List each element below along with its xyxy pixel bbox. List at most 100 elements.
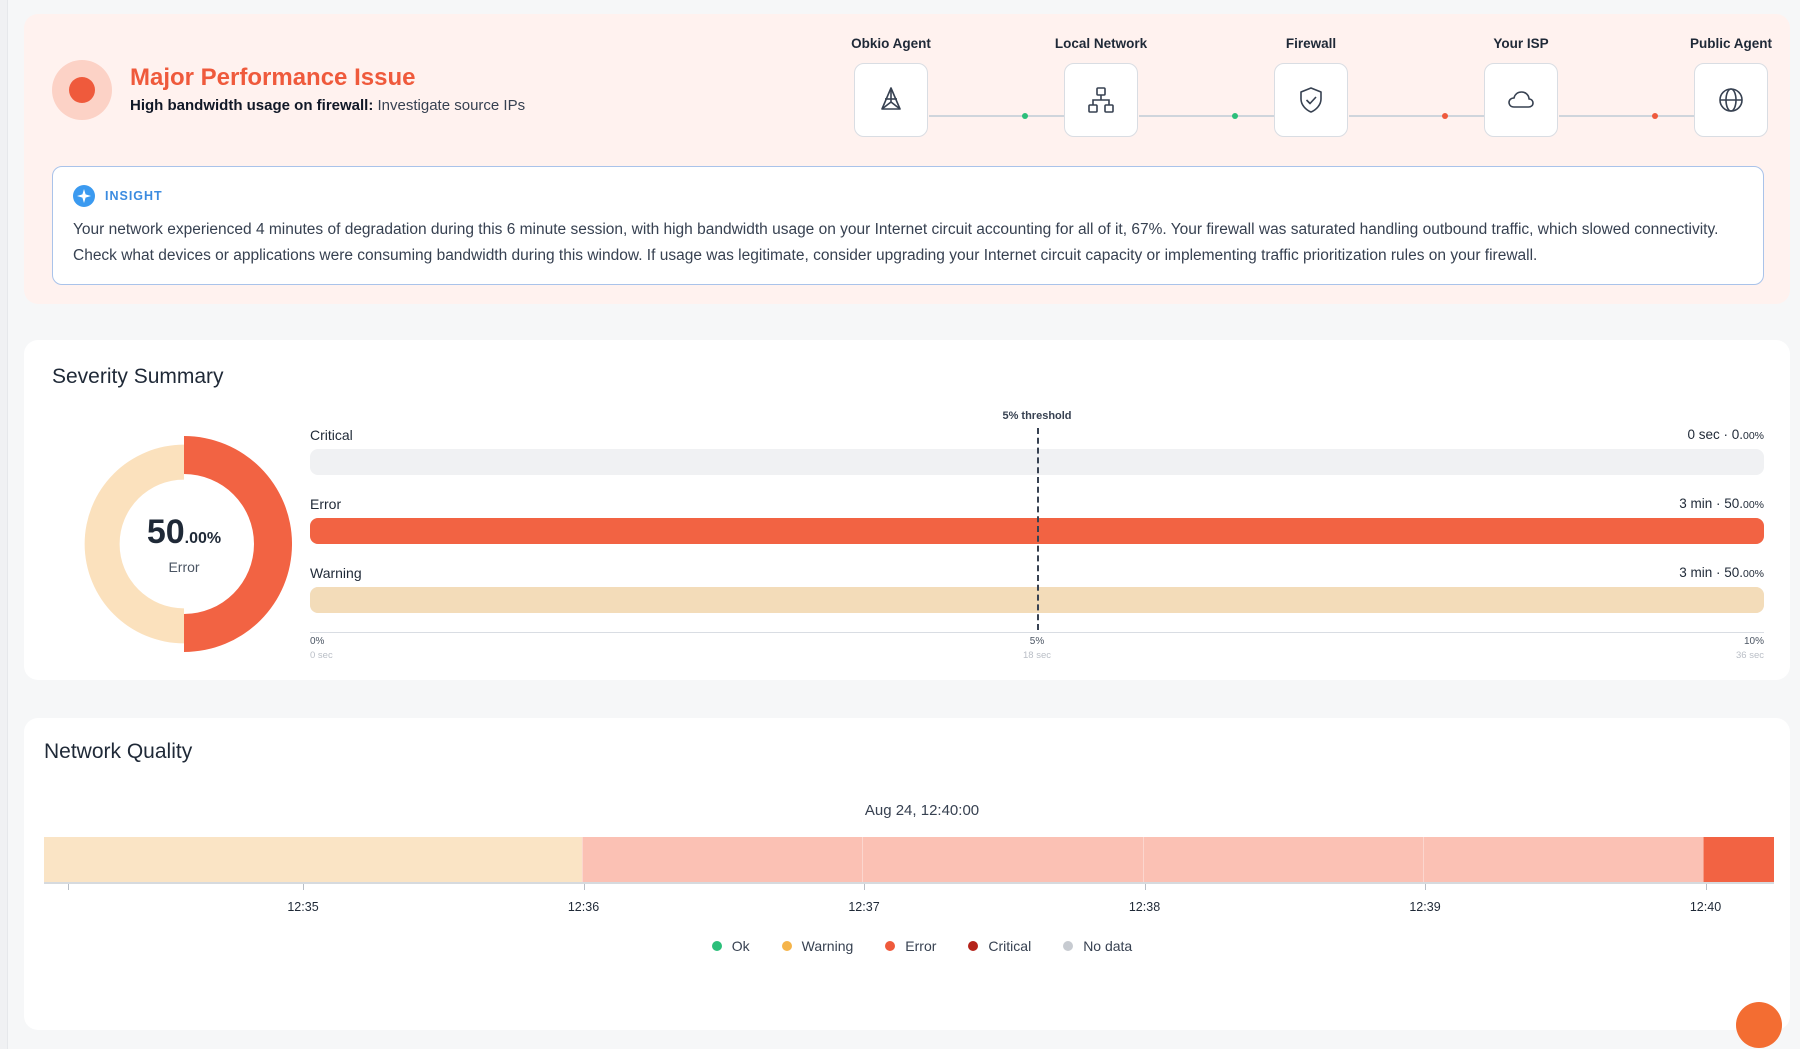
severity-row-value: 3 min · 50.00% [1679, 565, 1764, 580]
threshold-label: 5% threshold [1002, 410, 1072, 422]
severity-row-time: 3 min · 50. [1679, 565, 1743, 580]
network-path: Obkio Agent Local Network Firewall Your … [814, 34, 1774, 164]
issue-card: Major Performance Issue High bandwidth u… [24, 14, 1790, 304]
legend-label: Ok [731, 938, 750, 954]
timeline-tick [303, 884, 304, 890]
severity-axis-tick: 0% 0 sec [310, 636, 333, 661]
issue-subtitle: High bandwidth usage on firewall: Invest… [130, 97, 525, 114]
timeline-tick-label: 12:39 [1409, 900, 1441, 914]
legend-item-critical[interactable]: Critical [968, 938, 1031, 954]
severity-title: Severity Summary [52, 365, 224, 388]
legend-item-warning[interactable]: Warning [781, 938, 854, 954]
donut-value-main: 50 [146, 512, 185, 551]
severity-row-name: Warning [310, 565, 362, 581]
path-link-dot [1652, 113, 1658, 119]
severity-axis-line [310, 632, 1764, 633]
legend-label: Critical [988, 938, 1032, 954]
timeline-tick-label: 12:35 [287, 900, 319, 914]
node-label: Local Network [1054, 36, 1148, 51]
path-link-2 [1139, 115, 1279, 117]
legend-label: Warning [801, 938, 854, 954]
donut-center: 50.00% Error [76, 436, 292, 652]
issue-subtitle-label: High bandwidth usage on firewall: [130, 97, 374, 114]
timeline-tick-label: 12:40 [1689, 900, 1722, 914]
timeline-tick [583, 884, 585, 890]
sparkle-icon [73, 185, 95, 207]
tick-sublabel: 36 sec [1736, 650, 1764, 661]
path-node-obkio-agent[interactable]: Obkio Agent [816, 34, 966, 137]
path-link-4 [1559, 115, 1699, 117]
node-label: Your ISP [1493, 36, 1549, 51]
severity-row-pct: 00% [1742, 430, 1764, 442]
severity-row-name: Critical [310, 427, 353, 443]
timeline-segment-error-light[interactable] [582, 837, 863, 882]
legend-item-ok[interactable]: Ok [711, 938, 750, 954]
timeline-segment-error-light[interactable] [1422, 837, 1704, 882]
severity-axis-tick: 5% 18 sec [1023, 636, 1051, 661]
globe-icon[interactable] [1694, 63, 1768, 137]
donut-value-decimal: .00% [184, 529, 222, 547]
severity-row-time: 0 sec · 0. [1687, 427, 1743, 442]
timeline-tick [1144, 884, 1146, 890]
severity-row-pct: 00% [1742, 568, 1764, 580]
severity-axis-tick: 10% 36 sec [1736, 636, 1764, 661]
timeline-segment-error[interactable] [1703, 837, 1774, 882]
donut-label: Error [168, 558, 200, 575]
path-link-3 [1349, 115, 1489, 117]
path-link-dot [1442, 113, 1448, 119]
tick-label: 0% [310, 636, 325, 647]
path-node-local-network[interactable]: Local Network [1026, 34, 1176, 137]
network-icon[interactable] [1064, 63, 1138, 137]
quality-timeline[interactable] [44, 837, 1774, 884]
timeline-segment-error-light[interactable] [1142, 837, 1423, 882]
legend-label: No data [1083, 938, 1133, 954]
node-label: Public Agent [1689, 36, 1772, 51]
network-quality-title: Network Quality [44, 740, 193, 763]
path-node-firewall[interactable]: Firewall [1236, 34, 1386, 137]
legend-dot [1063, 941, 1074, 951]
investigate-link[interactable]: Investigate source IPs [377, 97, 526, 114]
network-quality-card: Network Quality Aug 24, 12:40:00 12:35 12… [24, 718, 1790, 1048]
severity-bars: 5% threshold Critical 0 sec · 0.00% Erro… [310, 410, 1764, 670]
node-label: Firewall [1285, 36, 1337, 51]
agent-icon[interactable] [854, 63, 928, 137]
shield-icon[interactable] [1274, 63, 1348, 137]
insight-header: INSIGHT [73, 185, 163, 207]
chat-launcher-button[interactable] [1736, 1002, 1782, 1048]
issue-title: Major Performance Issue [130, 64, 416, 91]
timeline-segment-warning[interactable] [44, 837, 583, 882]
path-link-dot [1232, 113, 1238, 119]
timeline-tick [1705, 884, 1707, 890]
timeline-axis: 12:35 12:36 12:37 12:38 12:39 12:40 [44, 884, 1774, 914]
quality-legend: Ok Warning Error Critical No data [24, 938, 1790, 954]
path-link-1 [929, 115, 1069, 117]
legend-item-error[interactable]: Error [885, 938, 936, 954]
severity-row-pct: 00% [1742, 499, 1764, 511]
issue-status-dot [69, 77, 95, 103]
insight-panel: INSIGHT Your network experienced 4 minut… [52, 166, 1764, 285]
timeline-tick-label: 12:37 [848, 900, 880, 914]
legend-dot [885, 941, 896, 951]
severity-donut [84, 436, 292, 652]
legend-dot [711, 941, 722, 951]
insight-text: Your network experienced 4 minutes of de… [73, 221, 1719, 264]
timeline-tick [864, 884, 865, 890]
legend-item-no-data[interactable]: No data [1063, 938, 1132, 954]
severity-row-name: Error [310, 496, 342, 512]
issue-status-indicator [52, 60, 112, 120]
legend-dot [968, 941, 979, 951]
tick-sublabel: 0 sec [310, 650, 333, 661]
timeline-tick-label: 12:38 [1128, 900, 1161, 914]
left-rail [0, 0, 8, 1049]
donut-segment-error [184, 436, 292, 652]
donut-segment-warning [84, 444, 184, 644]
timeline-date: Aug 24, 12:40:00 [864, 802, 980, 819]
threshold-line [1037, 428, 1039, 630]
cloud-icon[interactable] [1484, 63, 1558, 137]
timeline-segment-error-light[interactable] [862, 837, 1143, 882]
timeline-tick-label: 12:36 [567, 900, 600, 914]
path-node-your-isp[interactable]: Your ISP [1446, 34, 1596, 137]
legend-dot [781, 941, 792, 951]
timeline-tick [1425, 884, 1426, 890]
path-node-public-agent[interactable]: Public Agent [1656, 34, 1800, 137]
